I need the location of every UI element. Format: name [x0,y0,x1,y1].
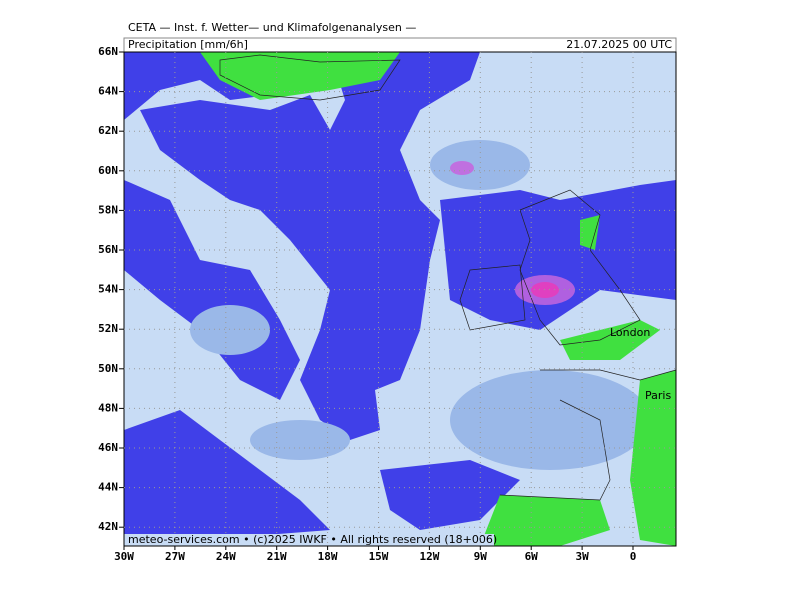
y-tick-label: 52N [98,322,118,335]
y-tick-label: 50N [98,362,118,375]
x-tick-label: 15W [369,550,389,563]
map-title: Precipitation [mm/6h] [128,38,248,51]
y-tick-label: 48N [98,401,118,414]
y-tick-label: 42N [98,520,118,533]
city-label: London [610,326,650,339]
credit: meteo-services.com • (c)2025 IWKF • All … [128,533,497,546]
x-tick-label: 30W [114,550,134,563]
y-tick-label: 62N [98,124,118,137]
y-tick-label: 64N [98,85,118,98]
y-tick-label: 60N [98,164,118,177]
x-tick-label: 6W [525,550,539,563]
valid-time: 21.07.2025 00 UTC [566,38,672,51]
x-tick-label: 0 [630,550,637,563]
x-tick-label: 24W [216,550,236,563]
x-tick-label: 18W [318,550,338,563]
x-tick-label: 9W [474,550,488,563]
x-tick-label: 21W [267,550,287,563]
y-tick-label: 56N [98,243,118,256]
x-tick-label: 12W [419,550,439,563]
x-tick-label: 27W [165,550,185,563]
y-tick-label: 66N [98,45,118,58]
institute-header: CETA — Inst. f. Wetter— und Klimafolgena… [128,21,416,34]
x-tick-label: 3W [575,550,589,563]
y-tick-label: 44N [98,481,118,494]
y-tick-label: 54N [98,283,118,296]
credit-bg [124,534,494,546]
map-frame [123,51,677,547]
city-label: Paris [645,389,671,402]
ticks: 30W 27W 24W 21W 18W 15W 12W 9W 6W 3W 0 66N 64N 62N 60N… [98,45,676,563]
y-tick-label: 58N [98,203,118,216]
y-tick-label: 46N [98,441,118,454]
precip-field [124,52,676,546]
